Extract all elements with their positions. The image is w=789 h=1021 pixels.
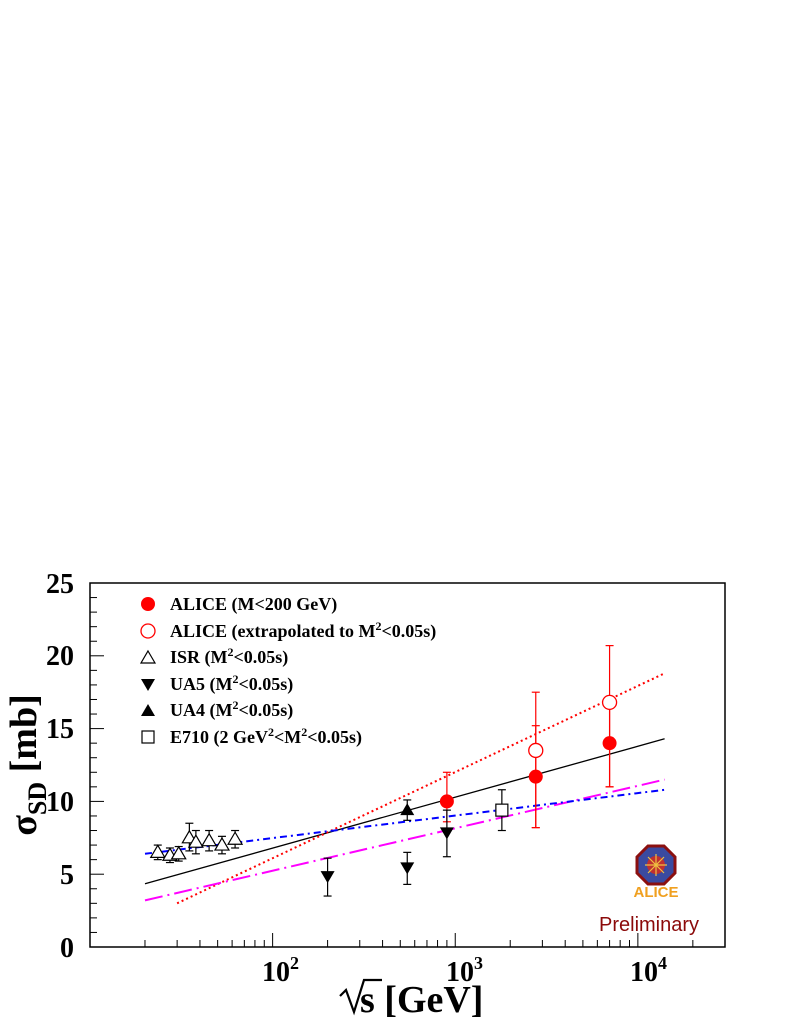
legend-marker bbox=[141, 704, 155, 716]
legend-marker bbox=[141, 679, 155, 691]
y-axis-title: σSD [mb] bbox=[3, 694, 52, 836]
data-point bbox=[170, 845, 187, 860]
y-tick-label: 5 bbox=[60, 860, 74, 891]
alice-logo: ALICE bbox=[634, 844, 679, 901]
plot-frame bbox=[89, 582, 726, 948]
legend-marker bbox=[141, 730, 155, 744]
data-point bbox=[495, 803, 509, 817]
x-axis-title: s [GeV] bbox=[339, 978, 483, 1021]
legend-marker bbox=[139, 649, 157, 664]
y-tick-labels: 0 5 10 15 20 25 bbox=[46, 569, 74, 964]
data-point bbox=[601, 694, 618, 711]
svg-text:s [GeV]: s [GeV] bbox=[360, 979, 483, 1021]
data-point bbox=[149, 844, 166, 858]
legend-marker bbox=[140, 623, 156, 639]
legend-label: ALICE (M<200 GeV) bbox=[170, 594, 337, 615]
data-point bbox=[227, 831, 244, 845]
data-point bbox=[320, 871, 335, 884]
y-tick-label: 10 bbox=[46, 787, 74, 818]
legend-marker bbox=[141, 597, 155, 611]
data-point bbox=[400, 862, 415, 875]
y-tick-label: 0 bbox=[60, 933, 74, 964]
legend-label: UA5 (M2<0.05s) bbox=[170, 672, 293, 695]
x-tick-label: 104 bbox=[630, 953, 667, 988]
legend-label: UA4 (M2<0.05s) bbox=[170, 698, 293, 721]
data-point bbox=[439, 794, 454, 809]
y-tick-label: 25 bbox=[46, 569, 74, 600]
axis-ticks bbox=[89, 582, 726, 948]
preliminary-label: Preliminary bbox=[599, 914, 699, 936]
data-point bbox=[201, 832, 218, 847]
legend-label: ISR (M2<0.05s) bbox=[170, 645, 288, 668]
y-tick-label: 20 bbox=[46, 641, 74, 672]
legend: ALICE (M<200 GeV) ALICE (extrapolated to… bbox=[139, 594, 436, 748]
x-tick-label: 102 bbox=[262, 953, 299, 988]
legend-label: ALICE (extrapolated to M2<0.05s) bbox=[170, 619, 436, 642]
y-tick-label: 15 bbox=[46, 714, 74, 745]
data-point bbox=[439, 827, 454, 840]
svg-text:σSD [mb]: σSD [mb] bbox=[3, 694, 52, 836]
data-point bbox=[400, 803, 415, 816]
logo-text: ALICE bbox=[634, 884, 679, 901]
data-point bbox=[528, 742, 544, 759]
data-points bbox=[149, 645, 618, 897]
data-point bbox=[187, 833, 204, 848]
data-point bbox=[213, 836, 231, 851]
legend-label: E710 (2 GeV2<M2<0.05s) bbox=[170, 725, 362, 748]
